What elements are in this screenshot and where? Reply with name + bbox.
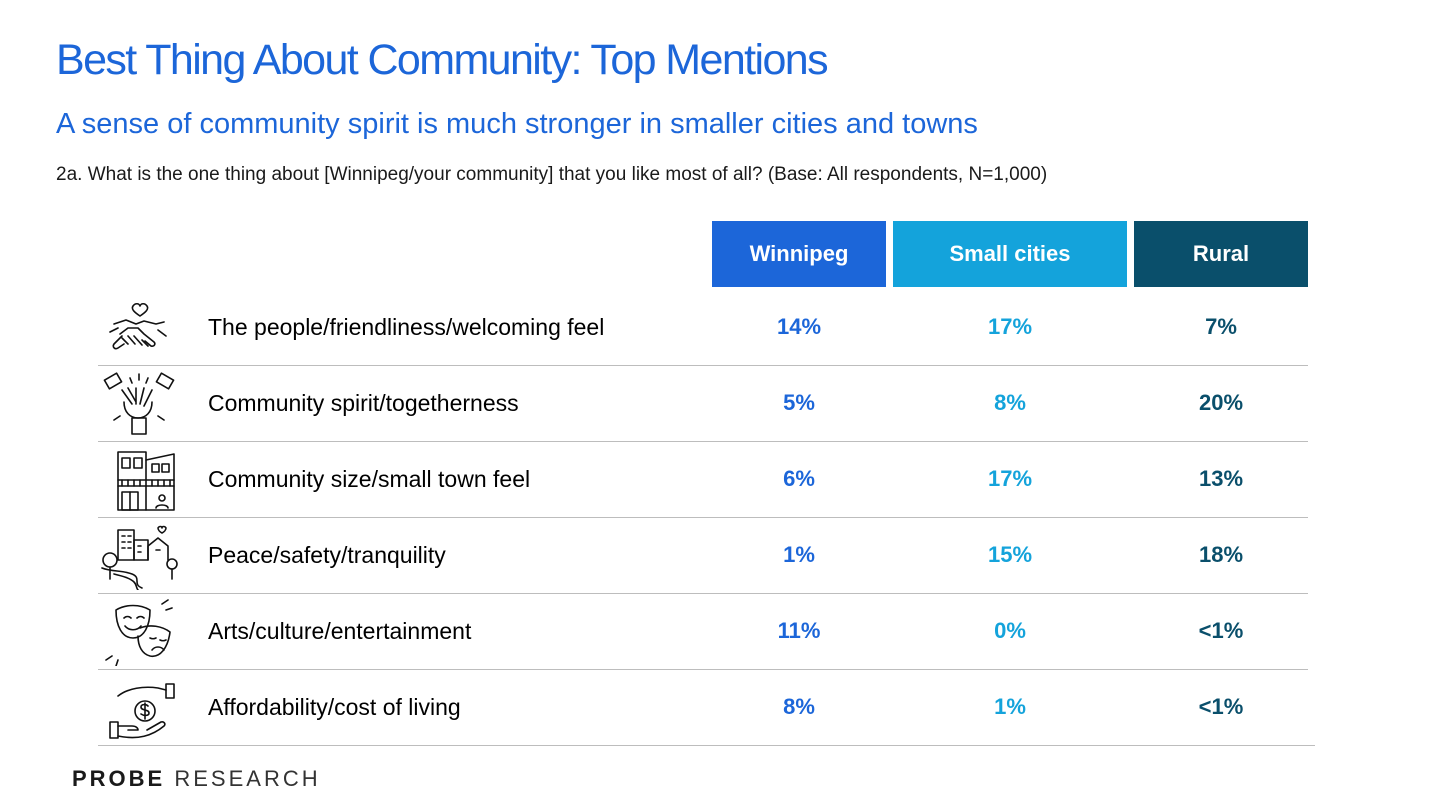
row-label: The people/friendliness/welcoming feel: [208, 314, 605, 340]
table-row: Affordability/cost of living 8% 1% <1%: [98, 670, 1315, 746]
raised-hands-icon: [103, 372, 175, 435]
value-small-cities: 17%: [987, 314, 1033, 339]
page-subtitle: A sense of community spirit is much stro…: [56, 108, 978, 140]
table-row: The people/friendliness/welcoming feel 1…: [98, 290, 1308, 366]
table-row: Peace/safety/tranquility 1% 15% 18%: [98, 518, 1308, 594]
page-title: Best Thing About Community: Top Mentions: [56, 36, 829, 84]
value-rural: <1%: [1198, 694, 1244, 719]
value-rural: 20%: [1198, 390, 1244, 415]
value-small-cities: 17%: [987, 466, 1033, 491]
value-rural: 18%: [1198, 542, 1244, 567]
value-small-cities: 1%: [994, 694, 1026, 719]
logo-bold-text: PROBE: [72, 766, 166, 791]
logo-light-text: RESEARCH: [174, 766, 321, 791]
table-row: Community spirit/togetherness 5% 8% 20%: [98, 366, 1308, 442]
value-winnipeg: 11%: [777, 618, 821, 643]
column-header-small-cities: Small cities: [893, 221, 1127, 287]
row-label: Community spirit/togetherness: [208, 390, 519, 416]
value-small-cities: 15%: [987, 542, 1033, 567]
row-label: Arts/culture/entertainment: [208, 618, 472, 644]
row-label: Peace/safety/tranquility: [208, 542, 446, 568]
storefront-icon: [117, 451, 175, 511]
table-row: Community size/small town feel 6% 17% 13…: [98, 442, 1308, 518]
value-small-cities: 0%: [994, 618, 1026, 643]
row-label: Community size/small town feel: [208, 466, 531, 492]
value-winnipeg: 1%: [783, 542, 815, 567]
probe-research-logo: PROBE RESEARCH: [72, 766, 321, 792]
column-header-rural: Rural: [1134, 221, 1308, 287]
value-winnipeg: 6%: [783, 466, 815, 491]
handshake-heart-icon: [109, 302, 167, 350]
value-rural: 7%: [1205, 314, 1237, 339]
survey-question: 2a. What is the one thing about [Winnipe…: [56, 164, 1048, 185]
value-small-cities: 8%: [994, 390, 1026, 415]
column-header-winnipeg: Winnipeg: [712, 221, 886, 287]
value-rural: 13%: [1198, 466, 1244, 491]
town-landscape-icon: [101, 525, 178, 590]
row-label: Affordability/cost of living: [208, 694, 461, 720]
theatre-masks-icon: [105, 599, 173, 666]
value-winnipeg: 8%: [783, 694, 815, 719]
table-row: Arts/culture/entertainment 11% 0% <1%: [98, 594, 1308, 670]
value-rural: <1%: [1198, 618, 1244, 643]
value-winnipeg: 5%: [783, 390, 815, 415]
value-winnipeg: 14%: [776, 314, 822, 339]
hands-dollar-icon: [109, 683, 175, 739]
